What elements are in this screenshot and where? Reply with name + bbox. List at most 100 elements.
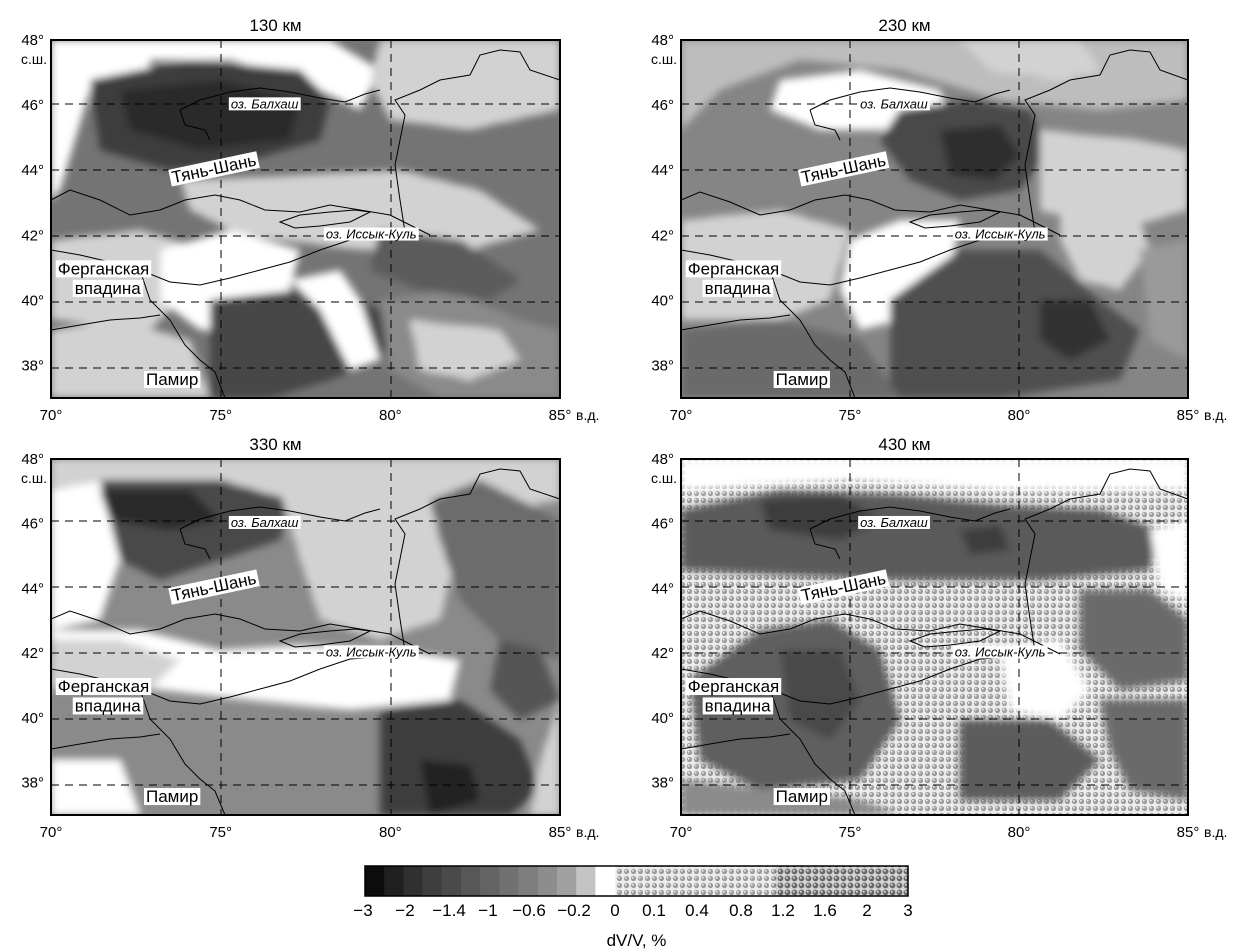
colorbar-tick-6: 0 (610, 901, 619, 920)
label-issykkul-p430-bg (952, 645, 1048, 659)
panel-330-field (51, 459, 560, 815)
lat-tick-48-p130: 48° (21, 32, 44, 49)
lat-tick-42-p230: 42° (651, 227, 674, 244)
label-fergana-2-p130: впадина (75, 279, 141, 298)
colorbar-tick-4: −0.6 (512, 901, 546, 920)
colorbar-tick-8: 0.4 (685, 901, 709, 920)
colorbar-neg-swatch (441, 866, 462, 896)
lat-tick-38-p430: 38° (651, 775, 674, 792)
label-pamir-p330: Памир (146, 787, 198, 806)
colorbar-tick-1: −2 (395, 901, 414, 920)
label-issykkul-p330-bg (323, 645, 419, 659)
label-issykkul-p430: оз. Иссык-Куль (955, 644, 1046, 659)
lat-tick-38-p230: 38° (651, 357, 674, 374)
label-balkhash-p130: оз. Балхаш (231, 96, 299, 111)
label-fergana-2-p230: впадина (705, 279, 771, 298)
lon-tick-75-p130: 75° (209, 407, 232, 424)
lat-tick-46-p430: 46° (651, 516, 674, 533)
label-tienshan-p130-bg (168, 151, 260, 187)
colorbar-neg-swatch (365, 866, 385, 896)
label-balkhash-p230: оз. Балхаш (860, 96, 928, 111)
label-balkhash-p330: оз. Балхаш (231, 515, 299, 530)
colorbar-tick-10: 1.2 (771, 901, 795, 920)
colorbar-zero-swatch (595, 866, 616, 896)
colorbar-neg-swatch (422, 866, 443, 896)
label-fergana-1-p130-bg (55, 260, 152, 278)
lon-tick-80-p130: 80° (379, 407, 402, 424)
colorbar-tick-13: 3 (903, 901, 912, 920)
label-issykkul-p230-group: оз. Иссык-Куль (952, 227, 1048, 242)
label-fergana-1-p430-bg (685, 678, 782, 696)
colorbar-tick-3: −1 (478, 901, 497, 920)
lat-tick-46-p130: 46° (21, 97, 44, 114)
lat-tick-38-p130: 38° (21, 357, 44, 374)
lon-tick-70-p130: 70° (40, 407, 63, 424)
label-tienshan-p330-bg (168, 569, 260, 605)
label-fergana-2-p230-bg (702, 279, 774, 297)
panel-230-field (681, 40, 1188, 398)
lat-tick-44-p230: 44° (651, 162, 674, 179)
label-fergana-2-p430-bg (702, 697, 774, 715)
label-pamir-p330-bg (144, 788, 201, 806)
label-fergana-1-p330-bg (55, 678, 152, 696)
label-pamir-p230-bg (773, 370, 830, 388)
label-fergana-1-p230: Ферганская (688, 259, 779, 278)
colorbar-tick-5: −0.2 (557, 901, 591, 920)
lon-tick-85-p330: 85° (549, 824, 572, 841)
lon-tick-80-p430: 80° (1008, 824, 1031, 841)
label-fergana-1-p330: Ферганская (58, 677, 149, 696)
lat-unit-p430: с.ш. (651, 470, 677, 486)
colorbar-neg-swatch (403, 866, 423, 896)
colorbar-neg-swatch (557, 866, 577, 896)
label-pamir-p430: Памир (776, 787, 828, 806)
lat-tick-48-p330: 48° (21, 451, 44, 468)
colorbar-neg-swatch (518, 866, 539, 896)
label-balkhash-p130-bg (228, 97, 301, 111)
label-pamir-p130: Памир (146, 370, 198, 389)
lat-tick-44-p130: 44° (21, 162, 44, 179)
panel-230 (680, 39, 1189, 399)
label-balkhash-p230-bg (858, 97, 930, 111)
label-balkhash-p330-bg (228, 515, 301, 529)
label-balkhash-p430-group: оз. Балхаш (858, 515, 930, 530)
panel-title-p430: 430 км (878, 435, 930, 454)
colorbar-title: dV/V, % (607, 931, 667, 950)
lon-tick-70-p430: 70° (670, 824, 693, 841)
label-tienshan-p230-bg (797, 151, 890, 187)
lat-tick-44-p330: 44° (21, 580, 44, 597)
colorbar-neg-swatch (537, 866, 558, 896)
label-pamir-p430-group: Памир (773, 787, 830, 806)
colorbar-tick-7: 0.1 (642, 901, 666, 920)
lat-tick-42-p130: 42° (21, 227, 44, 244)
label-fergana-2-p130-group: впадина (72, 279, 144, 298)
colorbar-neg-swatch (480, 866, 500, 896)
colorbar-neg-swatch (499, 866, 519, 896)
lat-tick-40-p230: 40° (651, 292, 674, 309)
label-balkhash-p430: оз. Балхаш (860, 515, 928, 530)
label-pamir-p130-bg (144, 370, 201, 388)
panel-130 (50, 39, 561, 399)
lon-unit-p330: в.д. (576, 824, 599, 840)
lat-tick-40-p330: 40° (21, 710, 44, 727)
colorbar-neg-swatch (576, 866, 596, 896)
label-issykkul-p330-group: оз. Иссык-Куль (323, 644, 419, 659)
panel-title-p330: 330 км (249, 435, 301, 454)
lat-tick-38-p330: 38° (21, 775, 44, 792)
colorbar-tick-0: −3 (353, 901, 372, 920)
lon-tick-75-p430: 75° (839, 824, 862, 841)
label-fergana-2-p430-group: впадина (702, 696, 774, 715)
label-issykkul-p130-bg (323, 227, 419, 241)
label-issykkul-p130: оз. Иссык-Куль (326, 227, 417, 242)
lat-tick-40-p130: 40° (21, 292, 44, 309)
lat-tick-46-p330: 46° (21, 516, 44, 533)
label-balkhash-p330-group: оз. Балхаш (228, 515, 301, 530)
label-fergana-1-p430-group: Ферганская (685, 677, 782, 696)
lat-tick-42-p330: 42° (21, 645, 44, 662)
label-fergana-1-p130: Ферганская (58, 259, 149, 278)
lon-tick-85-p430: 85° (1177, 824, 1200, 841)
label-fergana-2-p130-bg (72, 279, 144, 297)
lon-tick-80-p230: 80° (1008, 407, 1031, 424)
label-fergana-2-p330: впадина (75, 696, 141, 715)
label-fergana-2-p230-group: впадина (702, 279, 774, 298)
